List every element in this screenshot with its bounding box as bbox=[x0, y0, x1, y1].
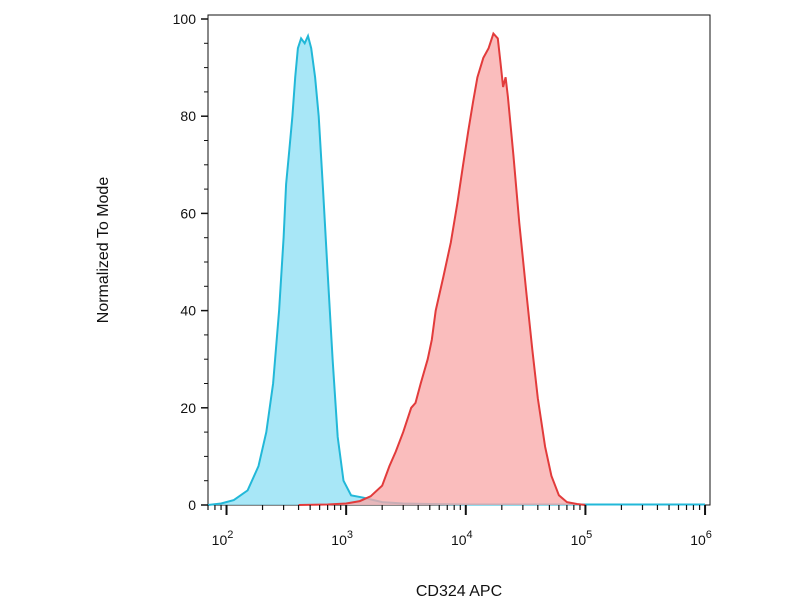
y-tick-label: 0 bbox=[188, 497, 196, 513]
series-2-line bbox=[298, 31, 586, 506]
y-axis-title: Normalized To Mode bbox=[95, 177, 112, 324]
series-layer bbox=[207, 31, 706, 506]
y-tick-label: 40 bbox=[180, 303, 196, 319]
axes-layer: 0 20 40 60 80 100 102 103 104 105 106 bbox=[173, 11, 712, 548]
x-tick-label: 106 bbox=[690, 529, 712, 548]
x-tick-label: 103 bbox=[331, 529, 353, 548]
x-axis-title: CD324 APC bbox=[416, 583, 502, 600]
x-tick-label: 104 bbox=[451, 529, 473, 548]
y-tick-label: 60 bbox=[180, 205, 196, 221]
x-tick-label: 102 bbox=[212, 529, 234, 548]
series-1-area bbox=[208, 36, 706, 505]
y-tick-label: 80 bbox=[180, 108, 196, 124]
x-tick-label: 105 bbox=[571, 529, 593, 548]
y-tick-label: 100 bbox=[173, 11, 197, 27]
y-tick-label: 20 bbox=[180, 400, 196, 416]
series-2-area bbox=[298, 33, 586, 505]
